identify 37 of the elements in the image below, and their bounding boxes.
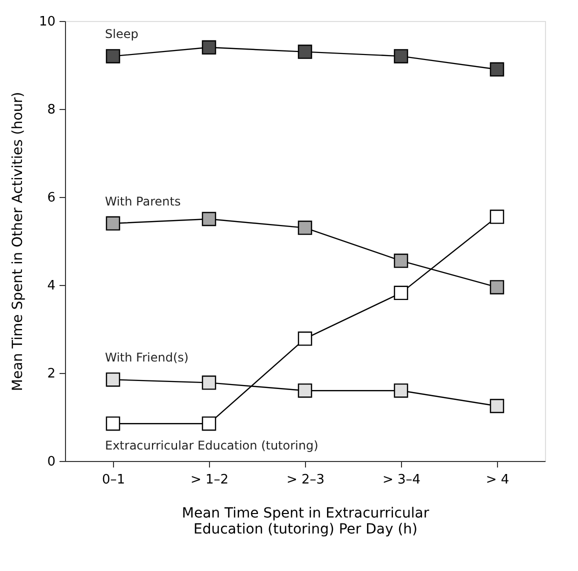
point <box>394 49 408 64</box>
point <box>106 416 120 431</box>
x-tick-label: > 1–2 <box>190 472 229 488</box>
y-tick-label: 0 <box>47 454 56 470</box>
point <box>298 220 312 235</box>
y-tick-label: 10 <box>38 14 56 30</box>
point <box>202 40 216 55</box>
point <box>106 372 120 387</box>
point <box>394 254 408 268</box>
series-label: With Parents <box>105 194 181 208</box>
x-tick-label: > 4 <box>486 472 510 488</box>
point <box>298 383 312 398</box>
point <box>394 383 408 398</box>
series-label: With Friend(s) <box>105 350 189 365</box>
y-tick-label: 6 <box>47 190 56 206</box>
point <box>490 280 504 294</box>
point <box>490 62 504 77</box>
point <box>106 216 120 231</box>
y-tick-label: 2 <box>47 366 56 382</box>
y-tick-label: 4 <box>47 278 56 294</box>
series-label: Extracurricular Education (tutoring) <box>105 438 318 453</box>
point <box>202 416 216 431</box>
point <box>298 332 312 346</box>
point <box>298 44 312 59</box>
x-tick-label: > 2–3 <box>286 472 325 488</box>
point <box>490 398 504 414</box>
point <box>490 210 504 224</box>
x-tick-label: 0–1 <box>102 472 126 488</box>
y-axis-title: Mean Time Spent in Other Activities (hour) <box>10 92 26 392</box>
series-label: Sleep <box>105 27 138 42</box>
x-tick-label: > 3–4 <box>382 472 421 488</box>
point <box>202 376 216 390</box>
y-tick-label: 8 <box>47 102 56 118</box>
point <box>394 286 408 300</box>
point <box>106 49 120 64</box>
point <box>202 212 216 226</box>
x-axis-title: Mean Time Spent in Extracurricular Education (tutoring) Per Day (h) <box>182 506 430 538</box>
